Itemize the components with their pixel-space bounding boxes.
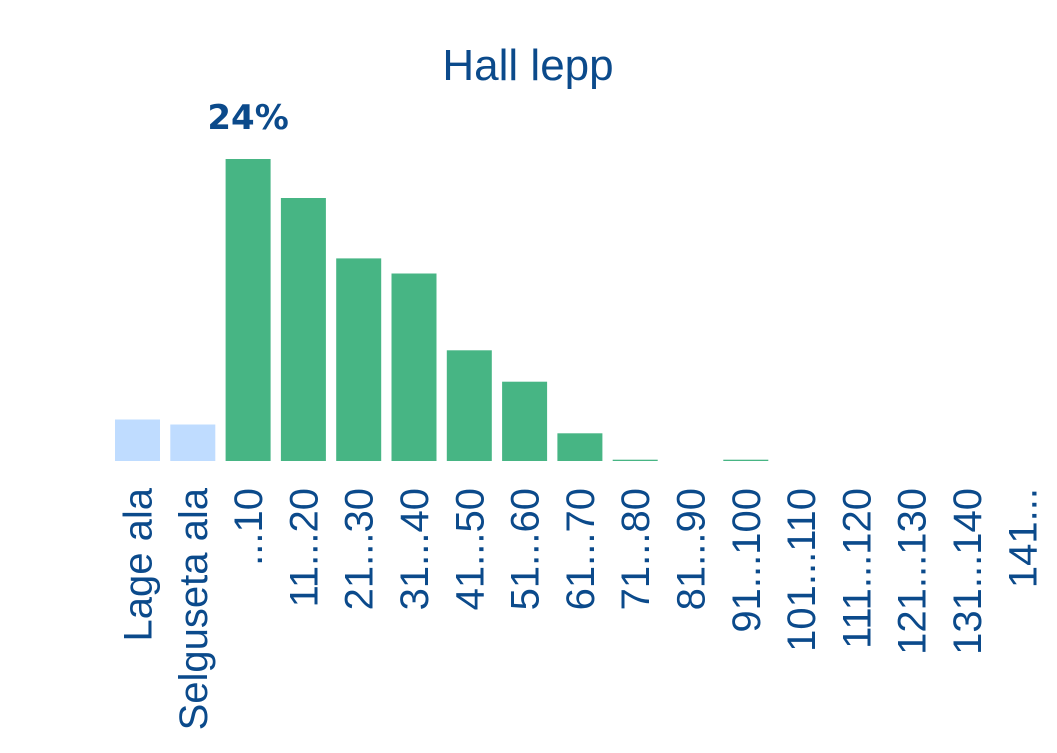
bar-4 [336,258,382,461]
bar-11 [723,459,769,461]
x-tick-label-14: 121...130 [891,488,935,655]
x-tick-label-12: 101...110 [780,488,824,652]
bar-6 [446,350,492,461]
bar-0 [115,419,160,461]
bar-8 [557,433,603,461]
x-tick-label-3: 11...20 [282,488,326,607]
x-tick-label-8: 61...70 [559,488,603,610]
x-tick-label-1: Selguseta ala [172,487,216,730]
bar-5 [391,273,437,461]
chart-title: Hall lepp [442,41,613,90]
x-tick-labels: Lage ala Selguseta ala ...10 11...20 21...30… [117,487,1046,730]
x-tick-label-16: 141... [1001,488,1045,588]
bar-9 [612,459,658,461]
x-tick-label-15: 131...140 [946,488,990,655]
x-tick-label-9: 71...80 [614,488,658,610]
x-tick-label-11: 91...100 [725,488,769,633]
bar-1 [170,424,216,461]
x-tick-label-7: 51...60 [504,488,548,610]
x-tick-label-5: 31...40 [393,488,437,610]
bar-7 [502,381,548,461]
x-tick-label-10: 81...90 [670,488,714,610]
x-tick-label-2: ...10 [227,488,271,566]
bars-group [115,159,769,461]
x-tick-label-13: 111...120 [835,488,879,649]
bar-2 [225,159,271,461]
x-tick-label-0: Lage ala [117,487,161,641]
bar-3 [280,198,326,461]
x-tick-label-4: 21...30 [338,488,382,610]
x-tick-label-6: 41...50 [448,488,492,610]
peak-value-label: 24% [207,98,288,138]
